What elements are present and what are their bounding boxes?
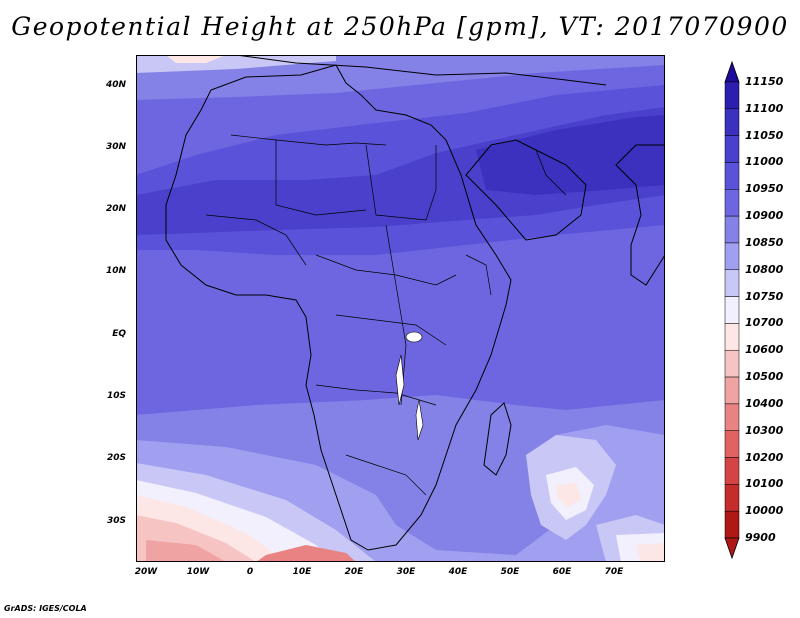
colorbar-label: 10600 [745,343,784,357]
colorbar-bottom-arrow [724,537,740,560]
lon-label-10e: 10E [292,567,312,577]
colorbar-swatch [724,349,740,378]
colorbar-swatch [724,108,740,136]
colorbar-swatch [724,323,740,351]
height-contour-south-10400 [256,545,356,562]
colorbar-label: 11050 [745,128,784,142]
india-coastline [615,144,665,286]
height-contour-north-10650 [166,55,226,63]
colorbar-label: 10400 [745,396,784,410]
map-panel [136,55,665,562]
colorbar-label: 10850 [745,235,784,249]
map-border [136,55,665,562]
lat-label-30s: 30S [106,516,126,526]
colorbar-label: 11000 [745,155,784,169]
colorbar-label: 10300 [745,423,784,437]
colorbar-swatch [724,135,740,163]
colorbar-swatch [724,81,740,110]
lon-label-50e: 50E [500,567,520,577]
arabia-coastline [465,139,587,241]
colorbar-swatch [724,242,740,271]
lon-label-70e: 70E [604,567,624,577]
colorbar-label: 10200 [745,450,784,464]
border-west-africa [205,214,307,266]
country-borders [205,134,567,496]
colorbar [724,60,740,560]
colorbar-label: 10700 [745,316,784,330]
madagascar-coastline [483,402,512,476]
colorbar-swatch [724,430,740,458]
border-south-africa [345,454,427,496]
grads-credit: GrADS: IGES/COLA [4,604,87,613]
height-contour-southeast-10700 [636,543,665,562]
mediterranean-coastline [235,55,607,86]
height-contour-south-10500 [146,540,226,562]
colorbar-label: 10800 [745,262,784,276]
colorbar-swatch [724,484,740,512]
plot-title: Geopotential Height at 250hPa [gpm], VT:… [11,12,789,41]
colorbar-swatch [724,215,740,244]
lake-malawi [415,399,424,441]
colorbar-label: 10100 [745,477,784,491]
border-sahel-west [275,140,367,216]
border-central-africa [315,254,457,286]
colorbar-label: 11150 [745,75,784,88]
border-north-africa [230,134,387,146]
lakes [395,331,424,441]
lon-label-20e: 20E [344,567,364,577]
colorbar-swatch [724,189,740,217]
lon-label-40e: 40E [448,567,468,577]
coastlines [165,55,665,551]
colorbar-top-arrow [724,60,740,83]
border-congo [335,314,447,346]
lon-label-20w: 20W [134,567,158,577]
border-horn [465,254,492,296]
colorbar-swatch [724,269,740,297]
border-arabia [535,149,567,196]
height-contour-11100 [476,115,665,195]
colorbar-label: 11100 [745,101,784,115]
colorbar-label: 10500 [745,370,784,384]
colorbar-swatch [724,296,740,324]
africa-coastline [165,64,512,551]
colorbar-swatch [724,162,740,190]
border-sahel-east [365,144,437,221]
lat-label-30n: 30N [105,142,126,152]
lon-label-30e: 30E [396,567,416,577]
colorbar-label: 10000 [745,504,784,518]
lon-label-10w: 10W [186,567,210,577]
lat-label-10n: 10N [105,266,126,276]
colorbar-label: 10950 [745,182,784,196]
lat-label-10s: 10S [106,391,126,401]
lake-victoria [405,331,423,343]
lon-label-0: 0 [246,567,254,577]
colorbar-swatch [724,457,740,485]
colorbar-label: 10900 [745,209,784,223]
lat-label-20s: 20S [106,453,126,463]
border-southern-africa [315,384,437,406]
lon-label-60e: 60E [552,567,572,577]
border-east-africa [385,224,407,406]
lat-label-40n: 40N [105,80,126,90]
colorbar-swatch [724,510,740,539]
lat-label-20n: 20N [105,204,126,214]
colorbar-swatch [724,376,740,405]
colorbar-swatch [724,403,740,431]
lake-tanganyika [395,354,405,406]
colorbar-label: 9900 [745,531,776,544]
lat-label-eq: EQ [112,329,126,339]
colorbar-label: 10750 [745,289,784,303]
height-trough-madagascar-10700 [556,483,581,507]
